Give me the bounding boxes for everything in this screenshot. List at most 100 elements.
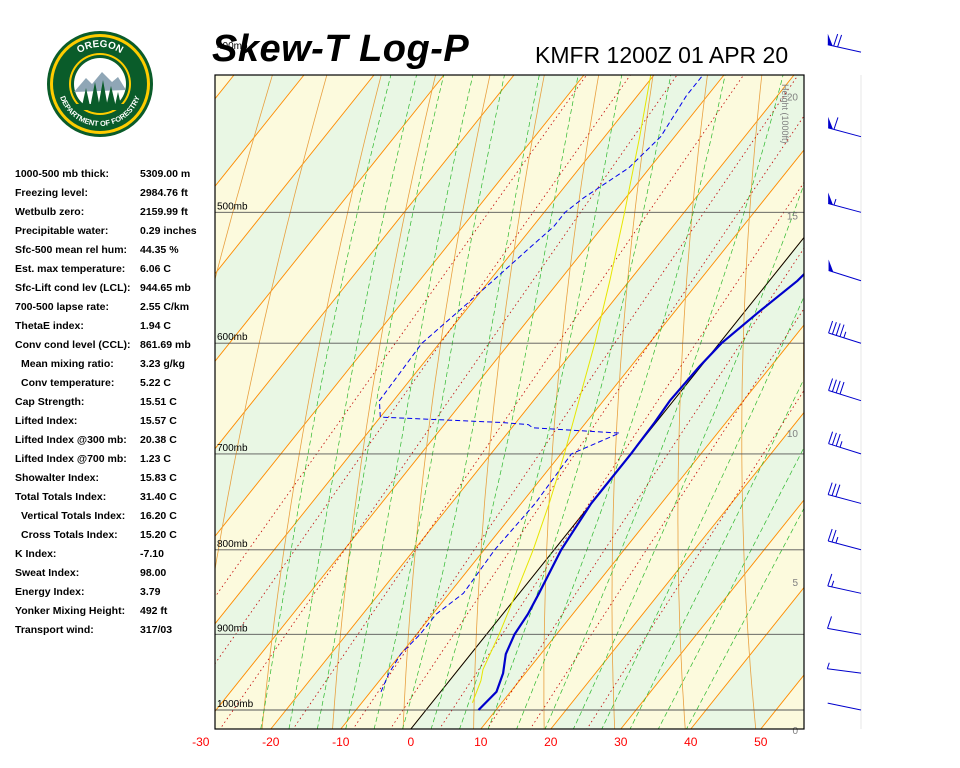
- isotherm: [215, 75, 445, 362]
- stat-label: Mean mixing ratio:: [21, 358, 114, 370]
- parcel-trace: [471, 75, 652, 703]
- isotherm: [215, 75, 375, 275]
- wind-barb-feather: [827, 616, 832, 629]
- height-tick-label: 10: [787, 429, 799, 440]
- isotherm: [620, 499, 804, 729]
- mixing-ratio-line: [529, 307, 804, 729]
- pressure-label: 500mb: [217, 201, 248, 212]
- stat-value: 98.00: [140, 567, 167, 579]
- stat-label: 700-500 lapse rate:: [15, 301, 109, 313]
- stat-label: Lifted Index:: [15, 415, 78, 427]
- wind-barb-feather: [835, 323, 841, 336]
- wind-barb-half-feather: [839, 441, 843, 448]
- dry-adiabat: [922, 0, 960, 752]
- stat-value: 15.83 C: [140, 472, 177, 484]
- wind-barb: [828, 127, 862, 138]
- wind-barb-feather: [828, 431, 834, 444]
- isotherm: [215, 75, 235, 100]
- temperature-tick-label: 30: [614, 735, 628, 749]
- pressure-label: 900mb: [217, 623, 248, 634]
- wind-barb: [828, 390, 862, 402]
- wind-barb-feather: [839, 324, 845, 337]
- wind-barb: [827, 668, 862, 674]
- plot-area: 0.412358: [0, 0, 960, 752]
- stat-value: 20.38 C: [140, 434, 177, 446]
- height-tick-label: 5: [792, 578, 798, 589]
- isotherm: [0, 75, 164, 729]
- wind-barb: [827, 44, 862, 53]
- wind-barb-feather: [833, 117, 839, 130]
- stat-label: Vertical Totals Index:: [21, 510, 126, 522]
- stat-label: Lifted Index @700 mb:: [15, 453, 127, 465]
- isotherm: [690, 586, 804, 729]
- mixing-ratio-line: [219, 75, 678, 729]
- wind-barb-pennant: [828, 192, 833, 205]
- plot-frame: [214, 74, 805, 730]
- height-tick-label: 15: [787, 212, 799, 223]
- isotherm: [215, 75, 515, 450]
- oregon-dept-forestry-logo: OREGON DEPARTMENT OF FORESTRY: [47, 31, 153, 137]
- temperature-tick-label: -10: [332, 735, 350, 749]
- wind-barb-half-feather: [835, 536, 839, 544]
- stat-value: 16.20 C: [140, 510, 177, 522]
- stat-value: 492 ft: [140, 605, 168, 617]
- stat-value: 1.23 C: [140, 453, 171, 465]
- temperature-tick-label: 40: [684, 735, 698, 749]
- height-tick-label: 20: [787, 92, 799, 103]
- isotherm: [550, 411, 804, 729]
- wind-barb-half-feather: [826, 662, 830, 669]
- mixing-ratio-line: [389, 115, 804, 729]
- stat-value: 2.55 C/km: [140, 301, 190, 313]
- stat-label: Cap Strength:: [15, 396, 85, 408]
- stat-value: 1.94 C: [140, 320, 171, 332]
- mixing-ratio-line: [438, 181, 804, 729]
- wind-barb-feather: [828, 320, 834, 334]
- stat-value: 944.65 mb: [140, 282, 191, 294]
- wind-barb-feather: [835, 484, 841, 497]
- moist-adiabat: [402, 75, 540, 729]
- stat-label: Conv cond level (CCL):: [15, 339, 131, 351]
- moist-adiabat: [288, 75, 417, 729]
- temperature-tick-label: 10: [474, 735, 488, 749]
- stat-value: 317/03: [140, 624, 173, 636]
- stat-label: Lifted Index @300 mb:: [15, 434, 127, 446]
- wind-barb-feather: [831, 483, 837, 496]
- stat-label: 1000-500 mb thick:: [15, 168, 109, 180]
- wind-barb: [828, 494, 862, 504]
- logo-top-text: OREGON: [75, 39, 125, 56]
- temperature-band: [0, 75, 164, 729]
- stat-label: ThetaE index:: [15, 320, 84, 332]
- moist-adiabat: [459, 75, 623, 729]
- wind-barb-pennant: [827, 33, 833, 46]
- wind-barb: [828, 443, 862, 455]
- wind-barb-feather: [831, 529, 837, 543]
- wind-barb-feather: [828, 378, 834, 391]
- mixing-ratio-line: [215, 75, 588, 598]
- mixing-ratio-line: [486, 247, 804, 729]
- wind-barb-feather: [833, 33, 839, 47]
- stat-label: Cross Totals Index:: [21, 529, 118, 541]
- stat-value: 6.06 C: [140, 263, 171, 275]
- stat-label: Energy Index:: [15, 586, 85, 598]
- wind-barb-half-feather: [833, 198, 837, 206]
- isotherm: [831, 75, 960, 729]
- wind-barb-half-feather: [843, 331, 847, 338]
- moist-adiabat: [373, 75, 505, 729]
- pressure-label: 800mb: [217, 539, 248, 550]
- stat-label: Yonker Mixing Height:: [15, 605, 126, 617]
- temperature-band: [215, 75, 234, 99]
- wind-barb-pennant: [828, 116, 833, 130]
- wind-barb-feather: [835, 380, 841, 394]
- mixing-ratio-line: [292, 75, 745, 729]
- wind-barb-feather: [835, 433, 841, 447]
- pressure-label: 600mb: [217, 332, 248, 343]
- wind-barb-feather: [827, 528, 833, 542]
- stat-value: 15.57 C: [140, 415, 177, 427]
- isotherm: [480, 324, 804, 729]
- stat-label: Est. max temperature:: [15, 263, 126, 275]
- stat-label: Total Totals Index:: [15, 491, 107, 503]
- height-tick-label: 0: [792, 726, 798, 737]
- dry-adiabat: [864, 0, 960, 752]
- moist-adiabat: [316, 75, 445, 729]
- wind-barb-feather: [831, 379, 837, 392]
